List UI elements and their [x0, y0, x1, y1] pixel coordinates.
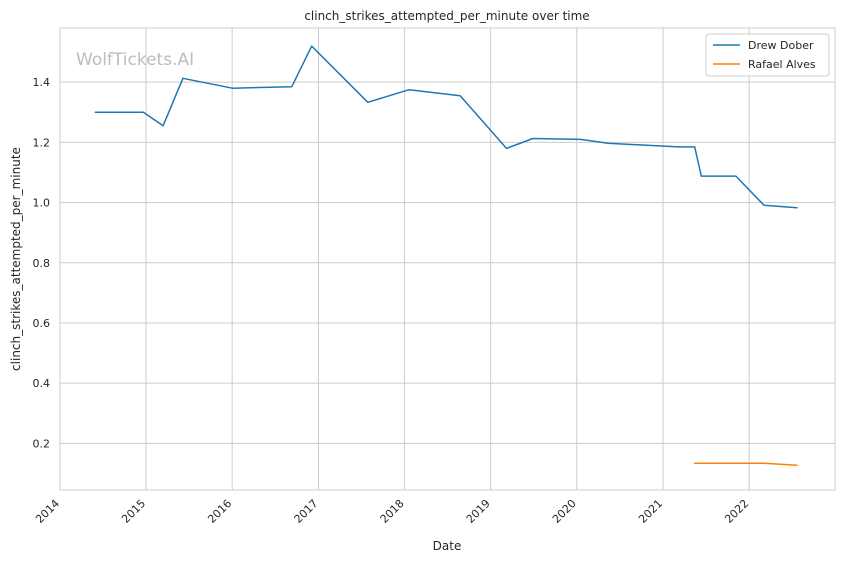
- x-tick-label: 2017: [292, 497, 321, 526]
- y-tick-label: 0.6: [33, 317, 51, 330]
- x-tick-label: 2022: [722, 497, 751, 526]
- x-tick-label: 2021: [636, 497, 665, 526]
- series-line-rafael-alves: [693, 462, 798, 467]
- legend: Drew Dober Rafael Alves: [705, 33, 830, 77]
- x-tick-label: 2016: [205, 497, 234, 526]
- x-tick-label: 2019: [464, 497, 493, 526]
- x-tick-label: 2014: [33, 497, 62, 526]
- y-axis-label: clinch_strikes_attempted_per_minute: [9, 147, 23, 371]
- series-layer: [94, 45, 798, 467]
- y-tick-label: 1.2: [33, 136, 51, 149]
- y-tick-labels: 0.2 0.4 0.6 0.8 1.0 1.2 1.4: [33, 76, 51, 450]
- chart-title: clinch_strikes_attempted_per_minute over…: [304, 9, 589, 23]
- grid-lines: [59, 28, 835, 490]
- y-tick-label: 0.8: [33, 257, 51, 270]
- y-tick-label: 0.4: [33, 377, 51, 390]
- legend-label: Drew Dober: [748, 39, 814, 52]
- series-line-drew-dober: [94, 45, 798, 209]
- y-tick-label: 1.4: [33, 76, 51, 89]
- x-tick-label: 2015: [119, 497, 148, 526]
- x-tick-labels: 2014 2015 2016 2017 2018 2019 2020 2021 2022: [33, 497, 751, 526]
- y-tick-label: 1.0: [33, 197, 51, 210]
- x-tick-label: 2018: [378, 497, 407, 526]
- y-tick-label: 0.2: [33, 437, 51, 450]
- watermark-text: WolfTickets.AI: [76, 50, 194, 70]
- plot-area-frame: [59, 27, 836, 491]
- x-tick-label: 2020: [550, 497, 579, 526]
- x-axis-label: Date: [433, 539, 462, 553]
- legend-label: Rafael Alves: [748, 58, 816, 71]
